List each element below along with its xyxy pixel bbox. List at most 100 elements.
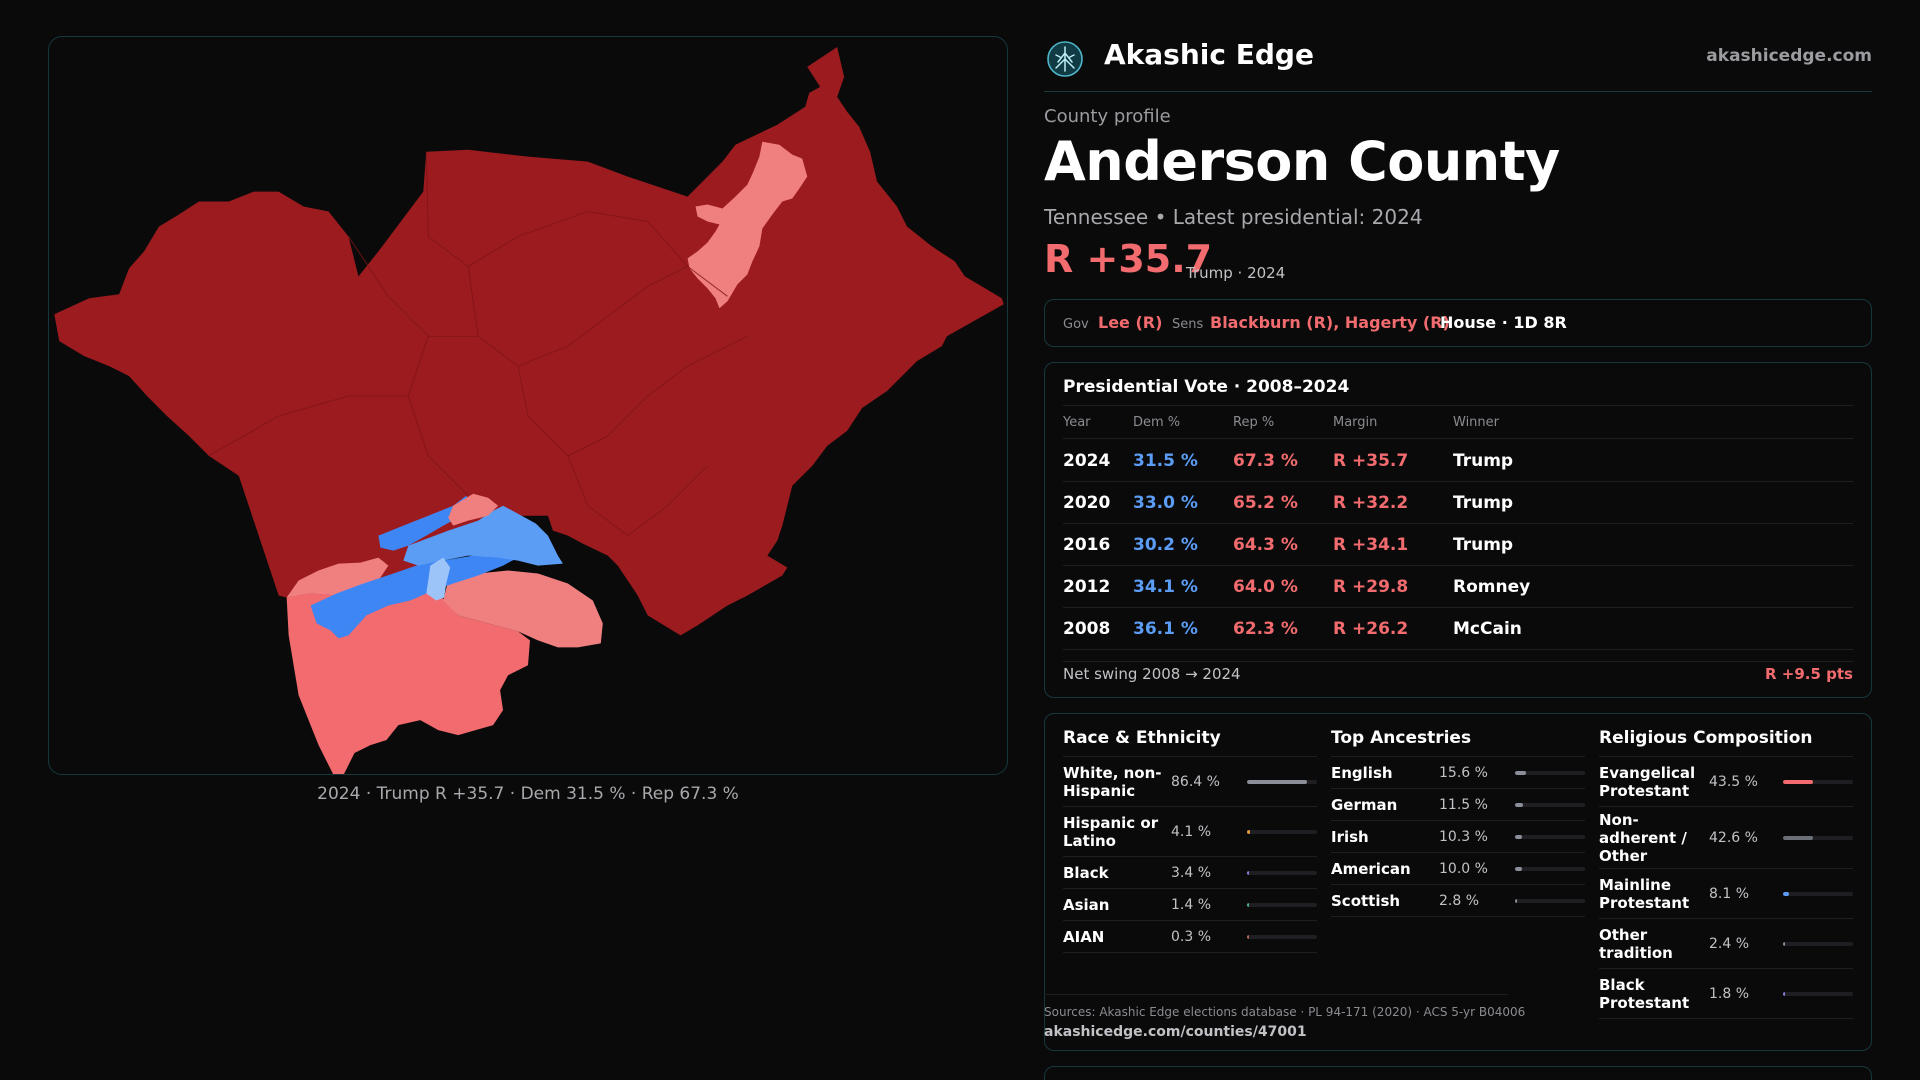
table-row: 2012 34.1 % 64.0 % R +29.8 Romney (1063, 566, 1853, 608)
row-dem: 36.1 % (1133, 619, 1198, 639)
race-row-bar-track (1247, 871, 1317, 875)
ancestry-row-pct: 15.6 % (1439, 764, 1488, 781)
race-row: White, non- Hispanic 86.4 % (1063, 757, 1317, 807)
county-map-svg[interactable] (49, 37, 1007, 774)
row-year: 2024 (1063, 451, 1111, 471)
col-year: Year (1063, 415, 1091, 430)
table-row: 2020 33.0 % 65.2 % R +32.2 Trump (1063, 482, 1853, 524)
demographics-card: Race & Ethnicity White, non- Hispanic 86.… (1044, 713, 1872, 1051)
race-row-pct: 3.4 % (1171, 864, 1212, 881)
row-margin: R +26.2 (1333, 619, 1409, 639)
race-row-label: Black (1063, 864, 1109, 882)
brand-url[interactable]: akashicedge.com (1706, 46, 1872, 66)
ancestry-row-bar-track (1515, 899, 1585, 903)
map-precinct-tossup-d[interactable] (426, 557, 451, 601)
ancestry-row-label: Irish (1331, 828, 1369, 846)
table-row: 2008 36.1 % 62.3 % R +26.2 McCain (1063, 608, 1853, 650)
ancestry-row: Scottish 2.8 % (1331, 885, 1585, 917)
ancestry-row-bar-track (1515, 835, 1585, 839)
race-row-bar-fill (1247, 903, 1249, 907)
col-margin: Margin (1333, 415, 1378, 430)
race-row-pct: 86.4 % (1171, 773, 1220, 790)
race-row-bar-fill (1247, 780, 1308, 784)
race-row-bar-fill (1247, 871, 1250, 875)
religion-row-bar-track (1783, 892, 1853, 896)
ancestry-divider (1331, 756, 1585, 757)
race-row: Black 3.4 % (1063, 857, 1317, 889)
ancestry-row-bar-track (1515, 771, 1585, 775)
sources-divider (1044, 994, 1508, 995)
race-row-pct: 1.4 % (1171, 896, 1212, 913)
religion-row-pct: 42.6 % (1709, 829, 1758, 846)
religion-title: Religious Composition (1599, 728, 1813, 748)
religion-row-label: Evangelical Protestant (1599, 764, 1696, 800)
race-row-label: White, non- Hispanic (1063, 764, 1162, 800)
ancestry-row-bar-track (1515, 803, 1585, 807)
sens-label: Sens (1172, 317, 1204, 332)
map-precinct-likely-r-east[interactable] (443, 570, 603, 648)
page-title: Anderson County (1044, 130, 1560, 193)
race-row-pct: 0.3 % (1171, 928, 1212, 945)
source-link[interactable]: akashicedge.com/counties/47001 (1044, 1024, 1307, 1040)
race-row-bar-fill (1247, 935, 1249, 939)
ancestry-row-label: Scottish (1331, 892, 1401, 910)
religion-divider (1599, 756, 1853, 757)
headline-margin-note: Trump · 2024 (1186, 264, 1286, 282)
religion-row: Other tradition 2.4 % (1599, 919, 1853, 969)
religion-row-bar-track (1783, 780, 1853, 784)
page-subtitle: Tennessee • Latest presidential: 2024 (1044, 205, 1423, 229)
presidential-card: Presidential Vote · 2008–2024 Year Dem %… (1044, 362, 1872, 698)
race-row-bar-track (1247, 830, 1317, 834)
row-rep: 64.0 % (1233, 577, 1298, 597)
row-year: 2008 (1063, 619, 1111, 639)
religion-row-bar-fill (1783, 942, 1785, 946)
page-eyebrow: County profile (1044, 106, 1171, 127)
religion-row-bar-track (1783, 942, 1853, 946)
row-dem: 33.0 % (1133, 493, 1198, 513)
row-winner: McCain (1453, 619, 1522, 639)
race-row-bar-track (1247, 935, 1317, 939)
ancestry-row: German 11.5 % (1331, 789, 1585, 821)
map-precinct-likely-d-north[interactable] (378, 495, 474, 551)
row-dem: 30.2 % (1133, 535, 1198, 555)
row-year: 2012 (1063, 577, 1111, 597)
county-map[interactable] (48, 36, 1008, 775)
map-precinct-lean-d[interactable] (403, 505, 563, 566)
swing-divider (1063, 661, 1853, 662)
presidential-title: Presidential Vote · 2008–2024 (1063, 377, 1350, 397)
ancestry-title: Top Ancestries (1331, 728, 1472, 748)
map-precinct-likely-r-center[interactable] (448, 493, 499, 526)
row-winner: Trump (1453, 493, 1514, 513)
row-dem: 34.1 % (1133, 577, 1198, 597)
officials-bar: Gov Lee (R) Sens Blackburn (R), Hagerty … (1044, 299, 1872, 347)
row-winner: Trump (1453, 535, 1514, 555)
row-rep: 64.3 % (1233, 535, 1298, 555)
ancestry-row-label: American (1331, 860, 1411, 878)
race-title: Race & Ethnicity (1063, 728, 1221, 748)
ancestry-row-bar-fill (1515, 835, 1523, 839)
map-precinct-likely-r-north[interactable] (687, 141, 808, 309)
brand-bar: Akashic Edge akashicedge.com (1044, 36, 1872, 92)
religion-row-pct: 2.4 % (1709, 935, 1750, 952)
religion-row-bar-fill (1783, 892, 1789, 896)
religion-row: Evangelical Protestant 43.5 % (1599, 757, 1853, 807)
ancestry-row-bar-fill (1515, 867, 1522, 871)
race-row-bar-fill (1247, 830, 1250, 834)
ancestry-row: American 10.0 % (1331, 853, 1585, 885)
religion-row-pct: 1.8 % (1709, 985, 1750, 1002)
sens-value: Blackburn (R), Hagerty (R) (1210, 313, 1450, 332)
religion-row-bar-fill (1783, 836, 1813, 840)
headline-margin: R +35.7 (1044, 237, 1213, 281)
race-row-label: Asian (1063, 896, 1110, 914)
row-winner: Romney (1453, 577, 1531, 597)
row-rep: 65.2 % (1233, 493, 1298, 513)
religion-row-pct: 8.1 % (1709, 885, 1750, 902)
map-precinct-likely-d[interactable] (310, 551, 519, 639)
religion-row: Black Protestant 1.8 % (1599, 969, 1853, 1019)
row-margin: R +29.8 (1333, 577, 1409, 597)
race-row-label: Hispanic or Latino (1063, 814, 1159, 850)
ancestry-row: Irish 10.3 % (1331, 821, 1585, 853)
brand-name[interactable]: Akashic Edge (1104, 38, 1314, 71)
ancestry-row-bar-fill (1515, 899, 1517, 903)
ancestry-row-pct: 10.3 % (1439, 828, 1488, 845)
